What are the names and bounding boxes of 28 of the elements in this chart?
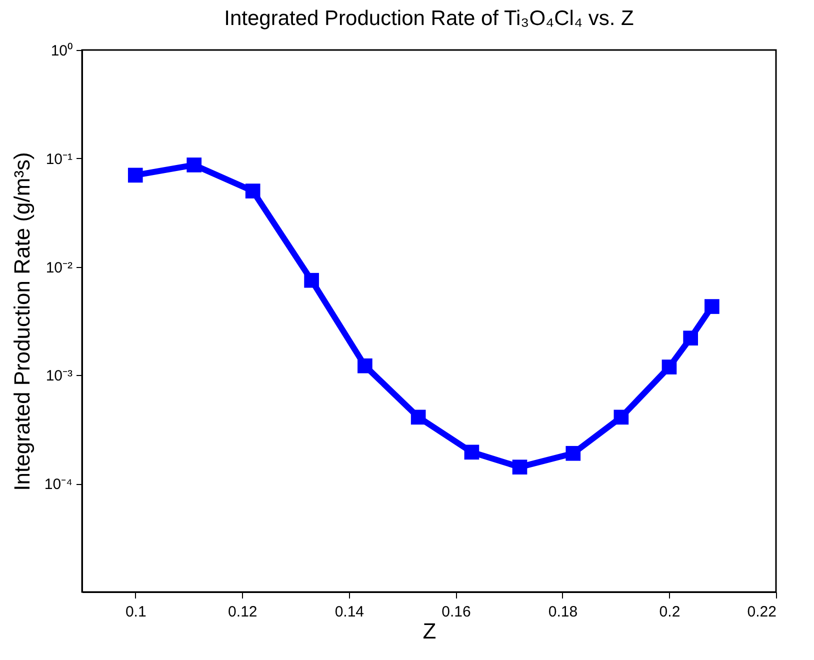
x-tick-label: 0.1 (125, 604, 146, 620)
x-axis-title: Z (422, 618, 436, 644)
point (464, 444, 480, 460)
y-tick-label: 10⁻² (46, 259, 72, 276)
x-tick-label: 0.12 (228, 604, 258, 620)
y-tick-label: 10⁻¹ (46, 150, 72, 168)
point (566, 446, 581, 461)
x-tick-label: 0.22 (747, 604, 776, 620)
y-tick-label: 10⁻⁴ (44, 476, 72, 494)
x-tick-label: 0.14 (334, 604, 364, 620)
point (662, 360, 677, 374)
point (128, 168, 143, 183)
point (186, 158, 202, 172)
x-tick-label: 0.16 (442, 604, 471, 620)
y-tick-label: 10⁰ (50, 42, 72, 60)
point (512, 460, 528, 475)
point (410, 410, 426, 425)
point (304, 272, 319, 288)
point (358, 358, 372, 374)
x-tick-label: 0.2 (659, 604, 680, 620)
point (704, 299, 720, 314)
point (614, 410, 629, 425)
y-axis-title: Integrated Production Rate (g/m³s) (9, 152, 34, 491)
x-tick-label: 0.18 (548, 604, 578, 620)
y-tick-label: 10⁻³ (46, 368, 72, 385)
point (245, 184, 260, 198)
chart-title: Integrated Production Rate of Ti₃O₄Cl₄ vs. Z (224, 7, 634, 30)
point (683, 330, 698, 346)
